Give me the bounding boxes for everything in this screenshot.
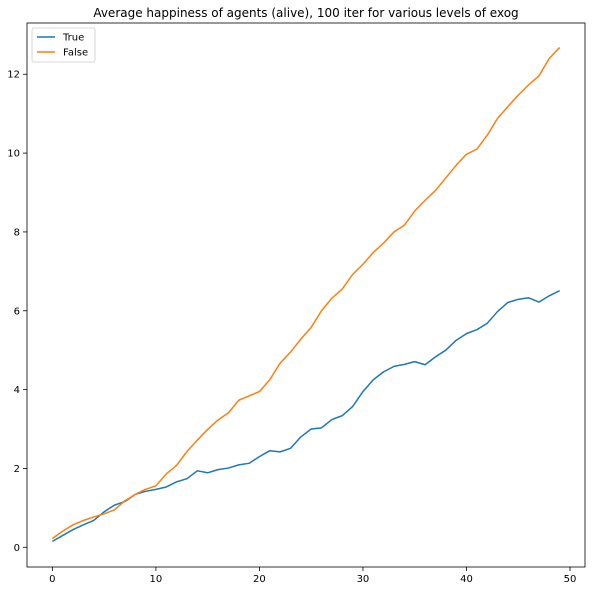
plot-frame — [26, 22, 586, 568]
x-tick-label: 10 — [150, 574, 163, 585]
series-line-true — [51, 289, 560, 543]
y-tick-label: 10 — [7, 149, 20, 160]
x-tick-label: 20 — [253, 574, 266, 585]
legend: True False — [31, 27, 96, 63]
x-tick-label: 30 — [357, 574, 370, 585]
series-layer — [51, 46, 561, 543]
x-tick-label: 50 — [564, 574, 577, 585]
y-tick-label: 6 — [14, 306, 20, 317]
y-tick-label: 12 — [7, 70, 20, 81]
series-line-false — [51, 46, 561, 540]
y-axis: 0 2 4 6 8 10 12 — [7, 70, 27, 554]
x-axis: 0 10 20 30 40 50 — [49, 567, 576, 585]
legend-label: True — [62, 33, 84, 44]
x-tick-label: 40 — [460, 574, 473, 585]
y-tick-label: 4 — [14, 385, 20, 396]
x-tick-label: 0 — [49, 574, 55, 585]
y-tick-label: 8 — [14, 227, 20, 238]
y-tick-label: 2 — [14, 464, 20, 475]
y-tick-label: 0 — [14, 543, 20, 554]
legend-label: False — [63, 48, 88, 59]
chart-title: Average happiness of agents (alive), 100… — [93, 6, 518, 20]
